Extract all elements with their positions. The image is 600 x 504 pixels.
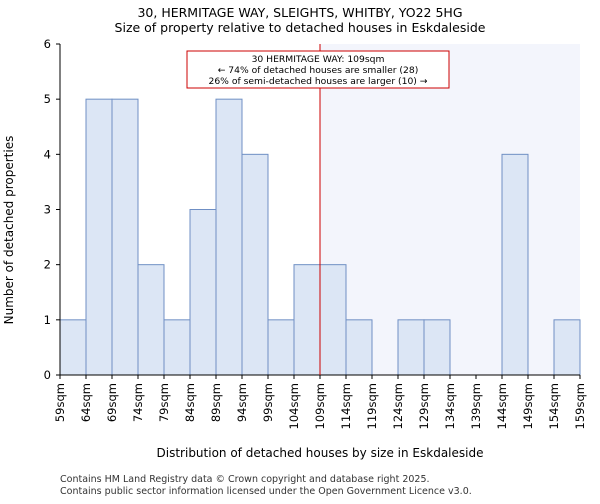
bar-154sqm: [553, 319, 581, 376]
x-tick-label-99sqm: 99sqm: [261, 383, 275, 422]
x-tick-label-109sqm: 109sqm: [313, 383, 327, 429]
bar-79sqm: [163, 319, 191, 376]
bar-114sqm: [345, 319, 373, 376]
x-tick-label-144sqm: 144sqm: [495, 383, 509, 429]
x-tick-label-79sqm: 79sqm: [157, 383, 171, 422]
bar-74sqm: [137, 264, 165, 376]
y-tick-label-4: 4: [44, 147, 51, 161]
x-tick-label-149sqm: 149sqm: [521, 383, 535, 429]
x-tick-label-84sqm: 84sqm: [183, 383, 197, 422]
x-axis-label: Distribution of detached houses by size …: [157, 446, 484, 460]
bar-69sqm: [111, 98, 139, 376]
x-tick-label-69sqm: 69sqm: [105, 383, 119, 422]
x-tick-label-74sqm: 74sqm: [131, 383, 145, 422]
annotation-line1: 30 HERMITAGE WAY: 109sqm: [252, 54, 385, 65]
x-tick-label-89sqm: 89sqm: [209, 383, 223, 422]
bar-59sqm: [59, 319, 87, 376]
x-tick-label-119sqm: 119sqm: [365, 383, 379, 429]
bar-109sqm: [319, 264, 347, 376]
footer-line1: Contains HM Land Registry data © Crown c…: [60, 474, 430, 485]
chart-title-line1: 30, HERMITAGE WAY, SLEIGHTS, WHITBY, YO2…: [137, 5, 462, 20]
x-tick-label-129sqm: 129sqm: [417, 383, 431, 429]
x-tick-label-134sqm: 134sqm: [443, 383, 457, 429]
axes-layer: 0 1 2 3 4 5 6 59sqm 64sqm 69sqm 74sqm 79sqm 84sqm 89s…: [44, 37, 587, 429]
bar-144sqm: [501, 153, 529, 376]
bar-104sqm: [293, 264, 321, 376]
x-tick-label-104sqm: 104sqm: [287, 383, 301, 429]
chart-title-line2: Size of property relative to detached ho…: [115, 20, 486, 35]
bars-layer: [59, 98, 581, 376]
y-axis-label: Number of detached properties: [2, 136, 16, 325]
bar-84sqm: [189, 209, 217, 376]
x-tick-label-124sqm: 124sqm: [391, 383, 405, 429]
y-tick-label-6: 6: [44, 37, 51, 51]
bar-129sqm: [423, 319, 451, 376]
x-tick-label-159sqm: 159sqm: [573, 383, 587, 429]
bar-99sqm: [267, 319, 295, 376]
annotation-rect: [186, 50, 450, 89]
x-tick-label-154sqm: 154sqm: [547, 383, 561, 429]
footer-line2: Contains public sector information licen…: [60, 486, 472, 497]
annotation-line2: ← 74% of detached houses are smaller (28…: [218, 65, 419, 76]
bar-64sqm: [85, 98, 113, 376]
y-tick-label-3: 3: [44, 203, 51, 217]
x-tick-label-64sqm: 64sqm: [79, 383, 93, 422]
bar-124sqm: [397, 319, 425, 376]
x-tick-label-94sqm: 94sqm: [235, 383, 249, 422]
x-tick-label-114sqm: 114sqm: [339, 383, 353, 429]
annotation-line3: 26% of semi-detached houses are larger (…: [208, 76, 427, 87]
x-tick-label-139sqm: 139sqm: [469, 383, 483, 429]
y-tick-label-5: 5: [44, 92, 51, 106]
bar-94sqm: [241, 153, 269, 376]
x-tick-label-59sqm: 59sqm: [53, 383, 67, 422]
bar-89sqm: [215, 98, 243, 376]
annotation-box: 30 HERMITAGE WAY: 109sqm ← 74% of detach…: [186, 50, 450, 89]
y-tick-label-0: 0: [44, 368, 51, 382]
y-tick-label-1: 1: [44, 313, 51, 327]
y-tick-label-2: 2: [44, 258, 51, 272]
